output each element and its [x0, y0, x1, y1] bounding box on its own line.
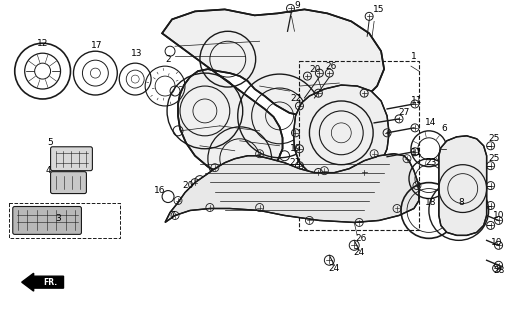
Text: 16: 16: [155, 186, 166, 195]
Text: 14: 14: [425, 118, 436, 127]
Text: 18: 18: [425, 198, 437, 207]
Text: 26: 26: [326, 62, 337, 71]
Text: 10: 10: [491, 238, 502, 247]
Text: 15: 15: [373, 5, 385, 14]
Text: 24: 24: [354, 248, 365, 257]
Polygon shape: [293, 85, 389, 180]
Text: 28: 28: [493, 266, 504, 275]
Text: 20: 20: [310, 65, 321, 74]
FancyBboxPatch shape: [50, 172, 86, 194]
Text: 7: 7: [169, 211, 175, 220]
Text: 13: 13: [131, 49, 143, 58]
Text: 20: 20: [182, 181, 193, 190]
Text: 10: 10: [493, 211, 504, 220]
Text: 6: 6: [441, 124, 447, 133]
Text: 11: 11: [411, 96, 423, 106]
Text: 25: 25: [488, 154, 499, 163]
FancyBboxPatch shape: [50, 147, 92, 171]
Text: 4: 4: [46, 166, 52, 175]
Text: 3: 3: [56, 214, 62, 223]
Text: 12: 12: [37, 39, 48, 48]
Text: 11: 11: [411, 148, 423, 157]
Polygon shape: [165, 154, 419, 222]
FancyArrow shape: [22, 273, 64, 291]
Text: 8: 8: [458, 198, 464, 207]
Text: FR.: FR.: [43, 278, 58, 287]
Text: 25: 25: [488, 134, 499, 143]
Text: 26: 26: [356, 234, 367, 243]
Text: 23: 23: [425, 158, 436, 167]
Text: 1: 1: [411, 52, 417, 61]
Text: 27: 27: [398, 108, 410, 117]
FancyBboxPatch shape: [13, 206, 81, 234]
Text: 5: 5: [47, 138, 54, 147]
Text: 22: 22: [290, 94, 301, 103]
Polygon shape: [439, 136, 487, 236]
Text: 19: 19: [290, 144, 301, 153]
Polygon shape: [162, 9, 384, 179]
Text: 17: 17: [90, 41, 102, 50]
Text: 9: 9: [294, 1, 300, 10]
Text: 2: 2: [165, 55, 171, 64]
Text: 21: 21: [290, 158, 301, 167]
Text: 24: 24: [329, 264, 340, 273]
